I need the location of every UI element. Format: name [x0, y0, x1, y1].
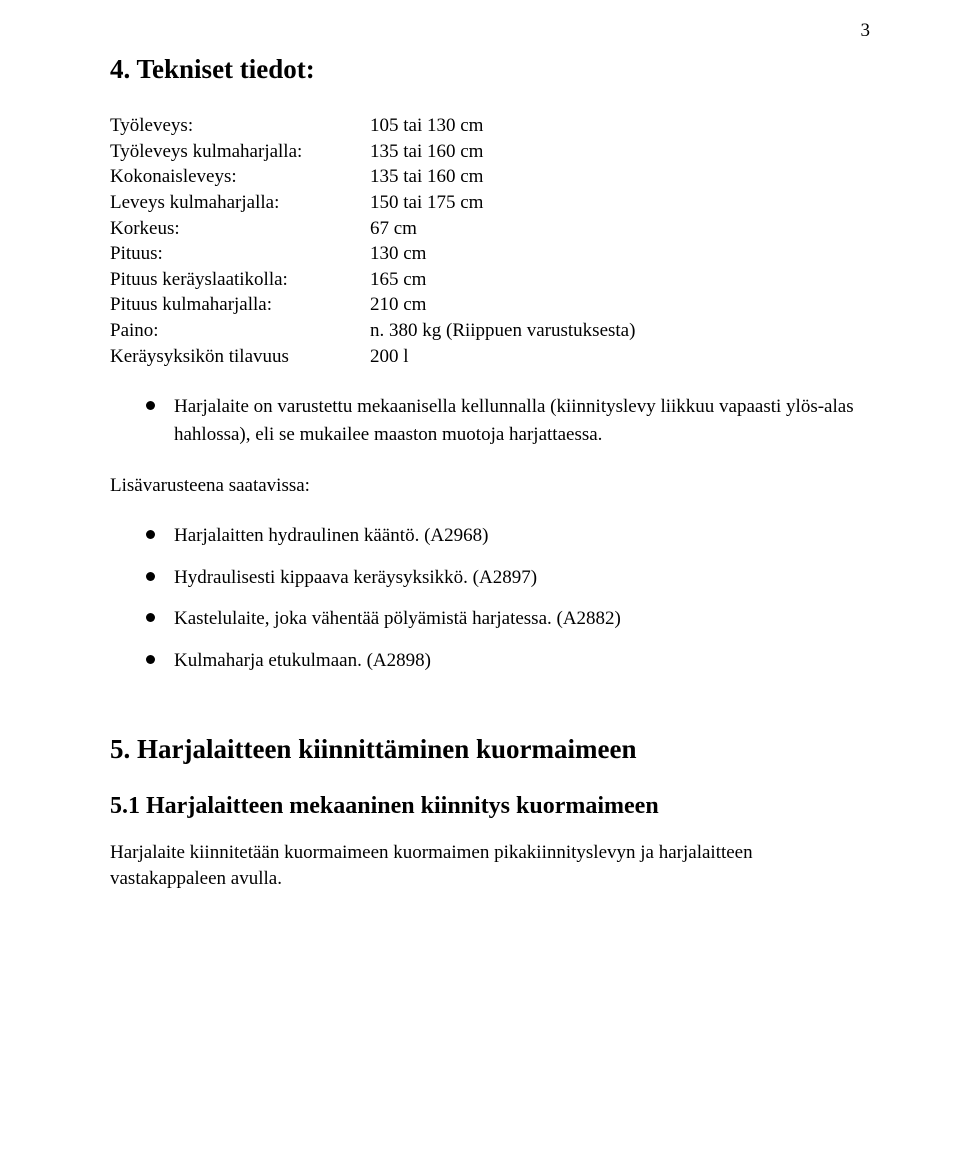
- section-5-1-para: Harjalaite kiinnitetään kuormaimeen kuor…: [110, 840, 870, 891]
- spec-label: Korkeus:: [110, 216, 370, 242]
- feature-item: Harjalaite on varustettu mekaanisella ke…: [146, 393, 870, 448]
- spec-row: Kokonaisleveys: 135 tai 160 cm: [110, 164, 870, 190]
- spec-label: Keräysyksikön tilavuus: [110, 344, 370, 370]
- spec-label: Pituus kulmaharjalla:: [110, 292, 370, 318]
- section-5-heading: 5. Harjalaitteen kiinnittäminen kuormaim…: [110, 734, 870, 765]
- spec-label: Pituus keräyslaatikolla:: [110, 267, 370, 293]
- spec-table: Työleveys: 105 tai 130 cm Työleveys kulm…: [110, 113, 870, 369]
- spec-row: Työleveys kulmaharjalla: 135 tai 160 cm: [110, 139, 870, 165]
- page: 3 4. Tekniset tiedot: Työleveys: 105 tai…: [0, 0, 960, 1167]
- spec-value: 135 tai 160 cm: [370, 139, 870, 165]
- spec-row: Leveys kulmaharjalla: 150 tai 175 cm: [110, 190, 870, 216]
- accessory-item: Hydraulisesti kippaava keräysyksikkö. (A…: [146, 564, 870, 592]
- spec-label: Työleveys:: [110, 113, 370, 139]
- accessory-item: Harjalaitten hydraulinen kääntö. (A2968): [146, 522, 870, 550]
- accessory-item: Kastelulaite, joka vähentää pölyämistä h…: [146, 605, 870, 633]
- spec-value: 105 tai 130 cm: [370, 113, 870, 139]
- spec-label: Pituus:: [110, 241, 370, 267]
- spec-row: Pituus: 130 cm: [110, 241, 870, 267]
- spec-value: n. 380 kg (Riippuen varustuksesta): [370, 318, 870, 344]
- spec-row: Työleveys: 105 tai 130 cm: [110, 113, 870, 139]
- spec-label: Kokonaisleveys:: [110, 164, 370, 190]
- spec-value: 67 cm: [370, 216, 870, 242]
- accessories-label: Lisävarusteena saatavissa:: [110, 473, 870, 499]
- spec-value: 130 cm: [370, 241, 870, 267]
- spec-value: 200 l: [370, 344, 870, 370]
- spec-value: 210 cm: [370, 292, 870, 318]
- feature-list: Harjalaite on varustettu mekaanisella ke…: [146, 393, 870, 448]
- accessory-item: Kulmaharja etukulmaan. (A2898): [146, 647, 870, 675]
- spec-value: 165 cm: [370, 267, 870, 293]
- spec-row: Paino: n. 380 kg (Riippuen varustuksesta…: [110, 318, 870, 344]
- spec-label: Paino:: [110, 318, 370, 344]
- spec-value: 150 tai 175 cm: [370, 190, 870, 216]
- spec-label: Leveys kulmaharjalla:: [110, 190, 370, 216]
- spec-value: 135 tai 160 cm: [370, 164, 870, 190]
- page-number: 3: [861, 20, 871, 42]
- spec-row: Pituus kulmaharjalla: 210 cm: [110, 292, 870, 318]
- spec-row: Pituus keräyslaatikolla: 165 cm: [110, 267, 870, 293]
- section-4-heading: 4. Tekniset tiedot:: [110, 54, 870, 85]
- spec-row: Keräysyksikön tilavuus 200 l: [110, 344, 870, 370]
- section-5-1-heading: 5.1 Harjalaitteen mekaaninen kiinnitys k…: [110, 793, 870, 820]
- accessories-list: Harjalaitten hydraulinen kääntö. (A2968)…: [146, 522, 870, 674]
- spec-row: Korkeus: 67 cm: [110, 216, 870, 242]
- spec-label: Työleveys kulmaharjalla:: [110, 139, 370, 165]
